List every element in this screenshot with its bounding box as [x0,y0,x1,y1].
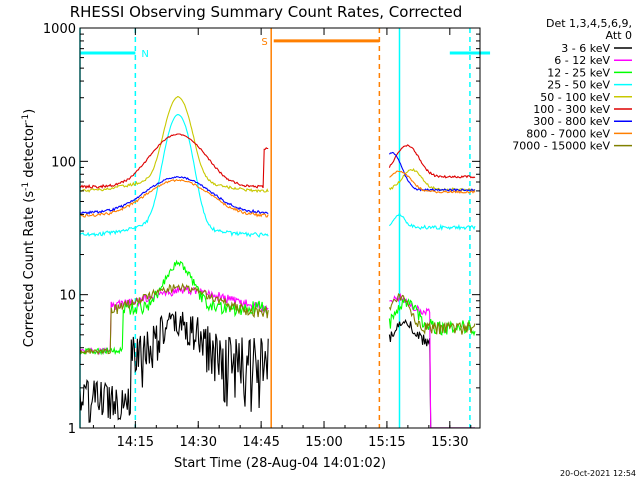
chart-band-layer: NS [80,37,491,60]
y-axis-label-end: ) [22,109,37,114]
x-tick-label-2: 14:45 [242,435,279,450]
y-tick-label-2: 100 [51,155,76,170]
y-tick-label-1: 10 [59,289,76,304]
x-axis-label: Start Time (28-Aug-04 14:01:02) [174,456,386,471]
y-axis-label-main: Corrected Count Rate (s [22,191,37,348]
y-axis-label-sup2: -1 [21,114,31,123]
chart-tick-layer: 14:15 14:30 14:45 15:00 15:15 15:30 1 10 100 1000 [43,22,480,450]
series-line-0 [79,311,475,429]
y-axis-label-mid: detector [22,122,37,182]
y-axis-label: Corrected Count Rate (s-1 detector-1) [21,109,37,347]
x-tick-label-3: 15:00 [305,435,342,450]
mode-band-label-1: S [261,37,267,48]
x-tick-label-4: 15:15 [368,435,405,450]
legend-label-1: 6 - 12 keV [554,54,610,67]
legend-label-2: 12 - 25 keV [547,66,610,79]
legend-label-3: 25 - 50 keV [547,79,610,92]
legend-label-0: 3 - 6 keV [561,42,610,55]
legend-label-5: 100 - 300 keV [533,103,610,116]
chart-series-layer [79,96,476,429]
y-tick-label-0: 1 [68,422,76,437]
chart-title: RHESSI Observing Summary Count Rates, Co… [70,3,463,21]
timestamp: 20-Oct-2021 12:54 [560,469,636,478]
legend-label-6: 300 - 800 keV [533,115,610,128]
legend-label-4: 50 - 100 keV [540,91,610,104]
x-tick-label-5: 15:30 [431,435,468,450]
legend-header-line-2: Att 0 [606,29,632,42]
x-tick-label-0: 14:15 [117,435,154,450]
legend-header-line-1: Det 1,3,4,5,6,9, [546,17,632,30]
series-line-5 [79,133,476,190]
y-axis-label-sup1: -1 [21,182,31,191]
series-line-3 [79,114,476,238]
series-line-4 [79,96,476,194]
series-line-7 [79,170,476,218]
legend-label-7: 800 - 7000 keV [526,127,610,140]
x-tick-label-1: 14:30 [180,435,217,450]
chart-vline-layer [79,28,471,428]
y-tick-label-3: 1000 [43,22,76,37]
mode-band-label-0: N [141,49,148,60]
legend-label-8: 7000 - 15000 keV [512,140,610,153]
series-line-8 [79,282,476,356]
plot-frame [79,27,481,429]
